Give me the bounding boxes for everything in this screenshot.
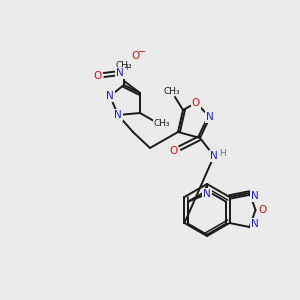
Text: N: N bbox=[116, 68, 124, 78]
Text: N: N bbox=[206, 112, 214, 122]
Text: N: N bbox=[203, 189, 211, 199]
Text: −: − bbox=[138, 47, 146, 57]
Text: N: N bbox=[114, 110, 122, 120]
Text: N: N bbox=[106, 91, 114, 101]
Text: N: N bbox=[250, 219, 258, 229]
Text: CH₃: CH₃ bbox=[164, 86, 180, 95]
Text: CH₃: CH₃ bbox=[116, 61, 132, 70]
Text: H: H bbox=[220, 148, 226, 158]
Text: CH₃: CH₃ bbox=[154, 118, 170, 127]
Text: O: O bbox=[258, 205, 267, 215]
Text: N: N bbox=[210, 151, 218, 161]
Text: O: O bbox=[192, 98, 200, 108]
Text: +: + bbox=[124, 62, 130, 71]
Text: O: O bbox=[93, 71, 101, 81]
Text: N: N bbox=[250, 191, 258, 201]
Text: O: O bbox=[169, 146, 177, 156]
Text: O: O bbox=[131, 51, 139, 61]
